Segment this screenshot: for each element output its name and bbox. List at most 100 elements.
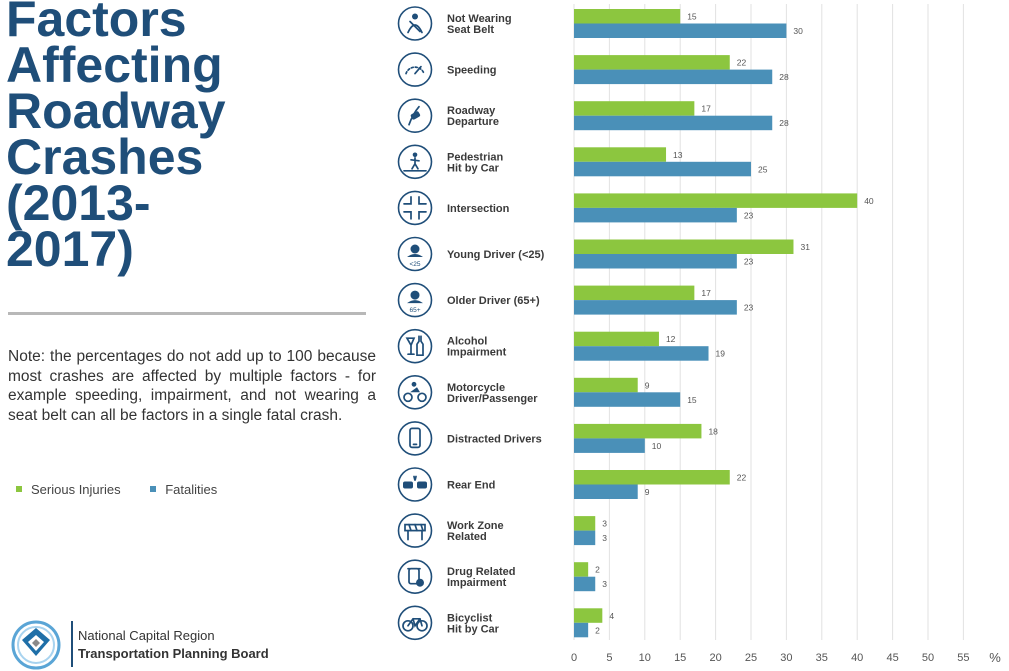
x-tick-label: 20 — [709, 652, 721, 664]
note-text: Note: the percentages do not add up to 1… — [8, 348, 376, 424]
bar-fatalities — [574, 484, 638, 499]
data-label: 28 — [779, 118, 789, 128]
legend-label-fatalities: Fatalities — [165, 481, 218, 497]
category-label: Work Zone — [447, 520, 504, 532]
tpb-logo-icon — [11, 620, 61, 670]
category-label: Intersection — [447, 203, 510, 215]
drug-icon — [397, 559, 433, 595]
data-label: 22 — [737, 473, 747, 483]
data-label: 15 — [687, 12, 697, 22]
title-line: Roadway — [6, 83, 226, 139]
org-name-line2: Transportation Planning Board — [78, 646, 269, 661]
bar-fatalities — [574, 300, 737, 315]
category-label: Driver/Passenger — [447, 393, 538, 405]
bar-serious-injuries — [574, 377, 638, 393]
phone-icon — [397, 421, 433, 456]
x-tick-label: 10 — [639, 652, 651, 664]
category-label: Bicyclist — [447, 612, 493, 624]
category-label: Drug Related — [447, 566, 515, 578]
legend-swatch-fatalities — [150, 486, 157, 492]
bar-serious-injuries — [574, 239, 794, 254]
bar-fatalities — [574, 69, 773, 85]
data-label: 10 — [652, 441, 662, 451]
category-label: Rear End — [447, 480, 495, 492]
title-line: (2013- — [6, 175, 151, 231]
data-label: 25 — [758, 164, 768, 174]
bar-serious-injuries — [574, 55, 730, 70]
category-label: Young Driver (<25) — [447, 249, 545, 261]
category-label: Related — [447, 531, 487, 543]
bar-fatalities — [574, 161, 751, 177]
x-tick-label: 45 — [886, 652, 898, 664]
legend-label-serious-injuries: Serious Injuries — [31, 481, 121, 497]
category-label: Not Wearing — [447, 13, 512, 25]
data-label: 23 — [744, 257, 754, 267]
title-divider — [8, 312, 366, 315]
bar-fatalities — [574, 207, 737, 223]
x-tick-label: 5 — [606, 652, 612, 664]
motorcycle-icon — [397, 374, 433, 410]
work-zone-icon — [397, 513, 433, 548]
legend-item-serious-injuries: Serious Injuries — [16, 482, 121, 497]
data-label: 12 — [666, 334, 676, 344]
bar-fatalities — [574, 438, 645, 453]
category-label: Impairment — [447, 577, 507, 589]
category-label: Distracted Drivers — [447, 433, 542, 445]
logo-divider — [71, 621, 73, 667]
org-name-line1: National Capital Region — [78, 628, 215, 643]
data-label: 3 — [602, 533, 607, 543]
data-label: 30 — [793, 26, 803, 36]
bar-serious-injuries — [574, 516, 596, 531]
data-label: 40 — [864, 196, 874, 206]
bar-serious-injuries — [574, 193, 858, 208]
bar-fatalities — [574, 576, 596, 592]
x-axis-unit-label: % — [989, 650, 1001, 665]
chart-legend: Serious Injuries Fatalities — [16, 480, 243, 497]
roadway-departure-icon — [397, 98, 433, 133]
category-label: Impairment — [447, 347, 507, 359]
bar-fatalities — [574, 254, 737, 269]
bar-serious-injuries — [574, 101, 695, 116]
rear-end-icon — [397, 467, 433, 502]
data-label: 17 — [701, 288, 711, 298]
data-label: 23 — [744, 303, 754, 313]
alcohol-icon — [397, 328, 433, 364]
x-tick-label: 30 — [780, 652, 792, 664]
data-label: 19 — [716, 349, 726, 359]
data-label: 4 — [609, 611, 614, 621]
x-tick-label: 55 — [957, 652, 969, 664]
data-label: 9 — [645, 380, 650, 390]
x-tick-label: 50 — [922, 652, 934, 664]
category-label: Alcohol — [447, 336, 487, 348]
bar-fatalities — [574, 392, 681, 407]
young-driver-icon: <25 — [397, 236, 433, 272]
legend-swatch-serious-injuries — [16, 486, 22, 492]
older-driver-icon: 65+ — [397, 282, 433, 318]
x-tick-label: 25 — [745, 652, 757, 664]
bar-fatalities — [574, 622, 589, 638]
category-label: Departure — [447, 116, 499, 128]
bar-fatalities — [574, 23, 787, 38]
title-line: 2017) — [6, 221, 134, 277]
category-label: Motorcycle — [447, 382, 505, 394]
data-label: 28 — [779, 72, 789, 82]
bar-serious-injuries — [574, 470, 730, 485]
category-label: Hit by Car — [447, 162, 500, 174]
bicycle-icon — [397, 605, 433, 641]
bar-serious-injuries — [574, 562, 589, 577]
category-label: Pedestrian — [447, 151, 504, 163]
data-label: 15 — [687, 395, 697, 405]
intersection-icon — [397, 190, 433, 226]
data-label: 3 — [602, 519, 607, 529]
title-line: Crashes — [6, 129, 204, 185]
x-tick-label: 35 — [816, 652, 828, 664]
seat-belt-icon — [397, 6, 433, 41]
data-label: 2 — [595, 565, 600, 575]
pedestrian-icon — [397, 144, 433, 180]
bar-fatalities — [574, 346, 709, 361]
category-label: Seat Belt — [447, 24, 494, 36]
x-tick-label: 0 — [571, 652, 577, 664]
bar-fatalities — [574, 115, 773, 131]
data-label: 2 — [595, 625, 600, 635]
title-line: Affecting — [6, 37, 223, 93]
